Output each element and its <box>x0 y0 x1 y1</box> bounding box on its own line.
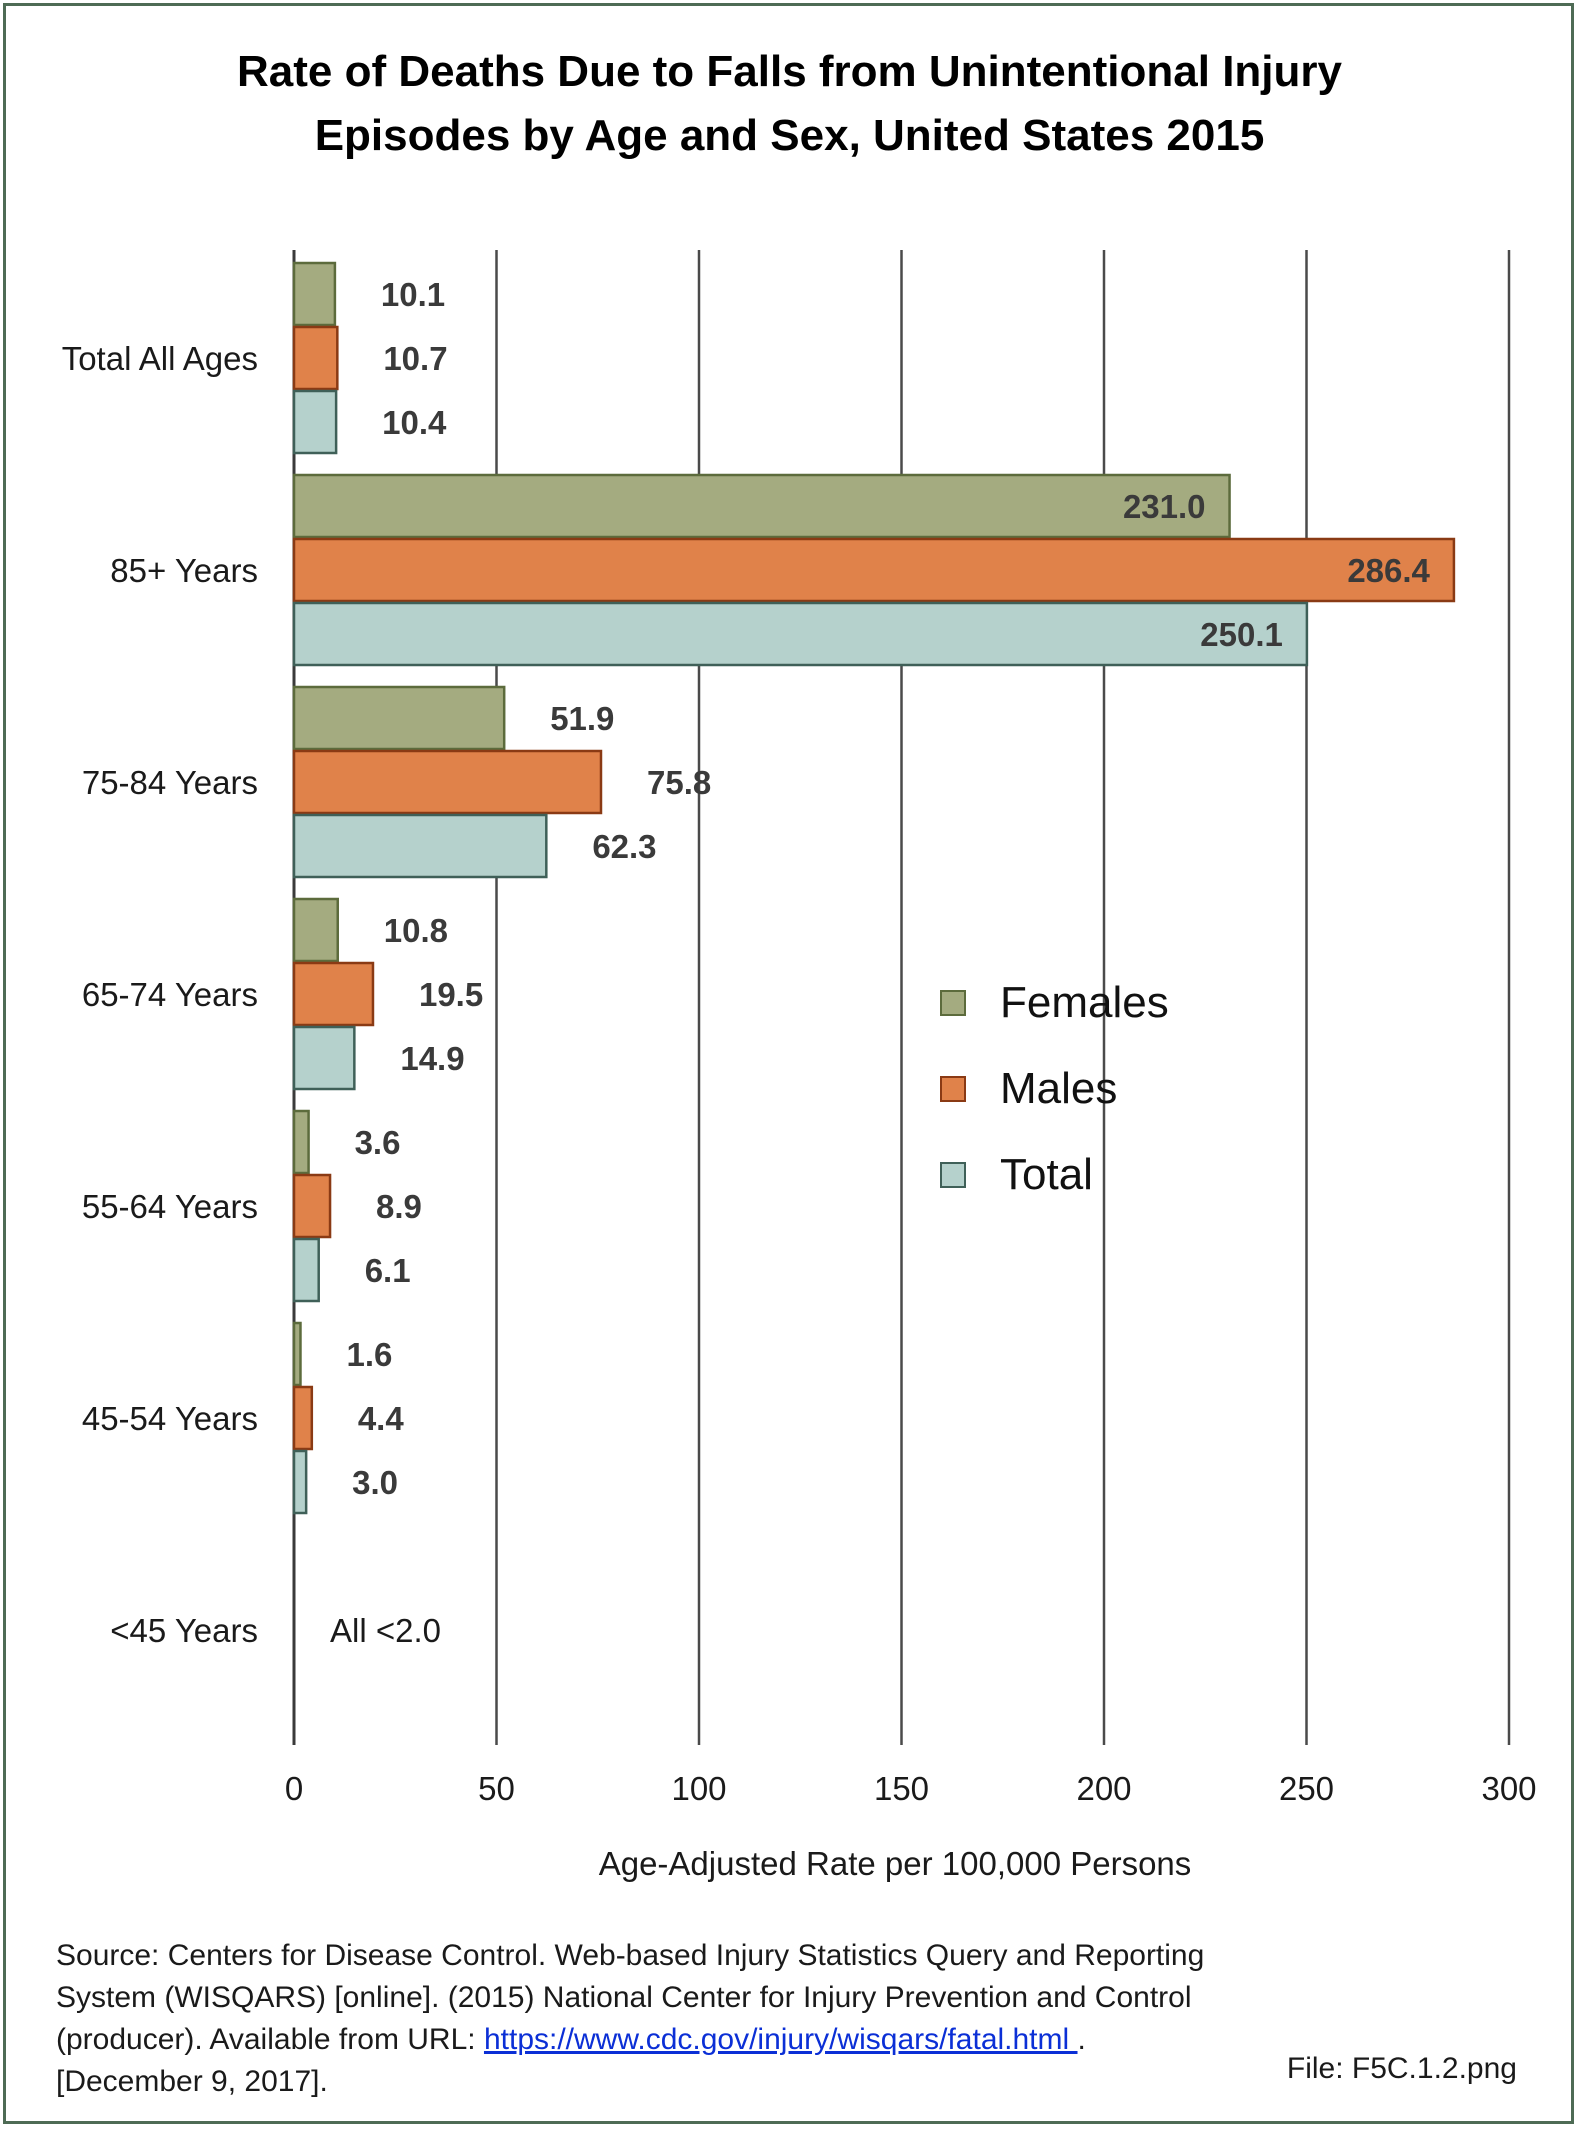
bar-total <box>292 813 548 879</box>
bar-females <box>292 1109 310 1175</box>
data-label-females: 231.0 <box>1123 488 1206 525</box>
chart-frame <box>3 3 1574 2124</box>
x-axis-label: Age-Adjusted Rate per 100,000 Persons <box>598 1845 1192 1882</box>
x-tick-150: 150 <box>874 1770 929 1807</box>
data-label-males: 10.7 <box>383 340 447 377</box>
bar-males <box>292 749 603 815</box>
bar-total <box>292 1449 308 1515</box>
data-label-total: 10.4 <box>382 404 447 441</box>
data-label-females: 51.9 <box>550 700 614 737</box>
data-label-total: 62.3 <box>592 828 656 865</box>
legend-label-females: Females <box>1000 978 1169 1027</box>
bar-females <box>292 473 1231 539</box>
bar-males <box>292 1385 314 1451</box>
data-label-total: 14.9 <box>400 1040 464 1077</box>
bar-males <box>292 1173 332 1239</box>
bar-total <box>292 1237 320 1303</box>
chart-title-line-1: Rate of Deaths Due to Falls from Uninten… <box>237 47 1342 96</box>
source-line-1: Source: Centers for Disease Control. Web… <box>56 1939 1205 1972</box>
y-tick-label: 65-74 Years <box>82 976 258 1013</box>
source-line-3: (producer). Available from URL: https://… <box>56 2019 1286 2061</box>
x-tick-0: 0 <box>285 1770 303 1807</box>
data-label-total: 250.1 <box>1200 616 1283 653</box>
x-tick-100: 100 <box>671 1770 726 1807</box>
x-tick-300: 300 <box>1481 1770 1536 1807</box>
bar-chart: 10.1 10.7 10.4 231.0 286.4 250.1 51.9 75.8 62.3 1… <box>62 250 1537 1807</box>
y-tick-label: 85+ Years <box>110 552 258 589</box>
y-tick-label: 55-64 Years <box>82 1188 258 1225</box>
data-label-females: 3.6 <box>355 1124 401 1161</box>
legend-swatch-total <box>940 1162 966 1188</box>
y-tick-label: 75-84 Years <box>82 764 258 801</box>
data-label-total: 3.0 <box>352 1464 398 1501</box>
data-labels: 10.1 10.7 10.4 231.0 286.4 250.1 51.9 75.8 62.3 1… <box>330 276 1431 1649</box>
bar-females <box>292 897 339 963</box>
y-tick-label: Total All Ages <box>62 340 258 377</box>
y-tick-label: <45 Years <box>110 1612 258 1649</box>
source-line-3-prefix: (producer). Available from URL: <box>56 2023 484 2056</box>
bar-females <box>292 685 506 751</box>
category-note: All <2.0 <box>330 1612 441 1649</box>
chart-title-line-2: Episodes by Age and Sex, United States 2… <box>314 111 1265 160</box>
data-label-males: 75.8 <box>647 764 711 801</box>
source-line-2: System (WISQARS) [online]. (2015) Nation… <box>56 1981 1192 2014</box>
bars <box>292 261 1456 1515</box>
source-line-3-suffix: . <box>1077 2023 1086 2056</box>
y-tick-label: 45-54 Years <box>82 1400 258 1437</box>
data-label-males: 4.4 <box>358 1400 405 1437</box>
source-line-4: [December 9, 2017]. <box>56 2065 328 2098</box>
legend-swatch-males <box>940 1076 966 1102</box>
x-tick-labels: 0 50 100 150 200 250 300 <box>285 1770 1537 1807</box>
legend-swatch-females <box>940 990 966 1016</box>
file-label: File: F5C.1.2.png <box>1286 2052 1517 2085</box>
x-tick-200: 200 <box>1076 1770 1131 1807</box>
data-label-males: 286.4 <box>1347 552 1430 589</box>
data-label-females: 1.6 <box>346 1336 392 1373</box>
source-url-link[interactable]: https://www.cdc.gov/injury/wisqars/fatal… <box>483 2023 1078 2056</box>
bar-females <box>292 261 337 327</box>
data-label-females: 10.1 <box>381 276 445 313</box>
legend-item-females: Females <box>940 960 1169 1046</box>
x-tick-250: 250 <box>1279 1770 1334 1807</box>
bar-total <box>292 601 1309 667</box>
data-label-females: 10.8 <box>384 912 448 949</box>
bar-males <box>292 537 1456 603</box>
bar-males <box>292 325 339 391</box>
legend: Females Males Total <box>940 960 1169 1218</box>
legend-label-total: Total <box>1000 1150 1093 1199</box>
y-tick-labels: Total All Ages 85+ Years 75-84 Years 65-74 … <box>62 340 258 1649</box>
legend-label-males: Males <box>1000 1064 1118 1113</box>
bar-total <box>292 1025 356 1091</box>
legend-item-males: Males <box>940 1046 1169 1132</box>
bar-females <box>292 1321 302 1387</box>
chart-title: Rate of Deaths Due to Falls from Uninten… <box>0 40 1579 168</box>
data-label-males: 8.9 <box>376 1188 422 1225</box>
x-tick-50: 50 <box>478 1770 515 1807</box>
data-label-males: 19.5 <box>419 976 483 1013</box>
bar-total <box>292 389 338 455</box>
source-note: Source: Centers for Disease Control. Web… <box>56 1935 1286 2103</box>
legend-item-total: Total <box>940 1132 1169 1218</box>
bar-males <box>292 961 375 1027</box>
data-label-total: 6.1 <box>365 1252 411 1289</box>
